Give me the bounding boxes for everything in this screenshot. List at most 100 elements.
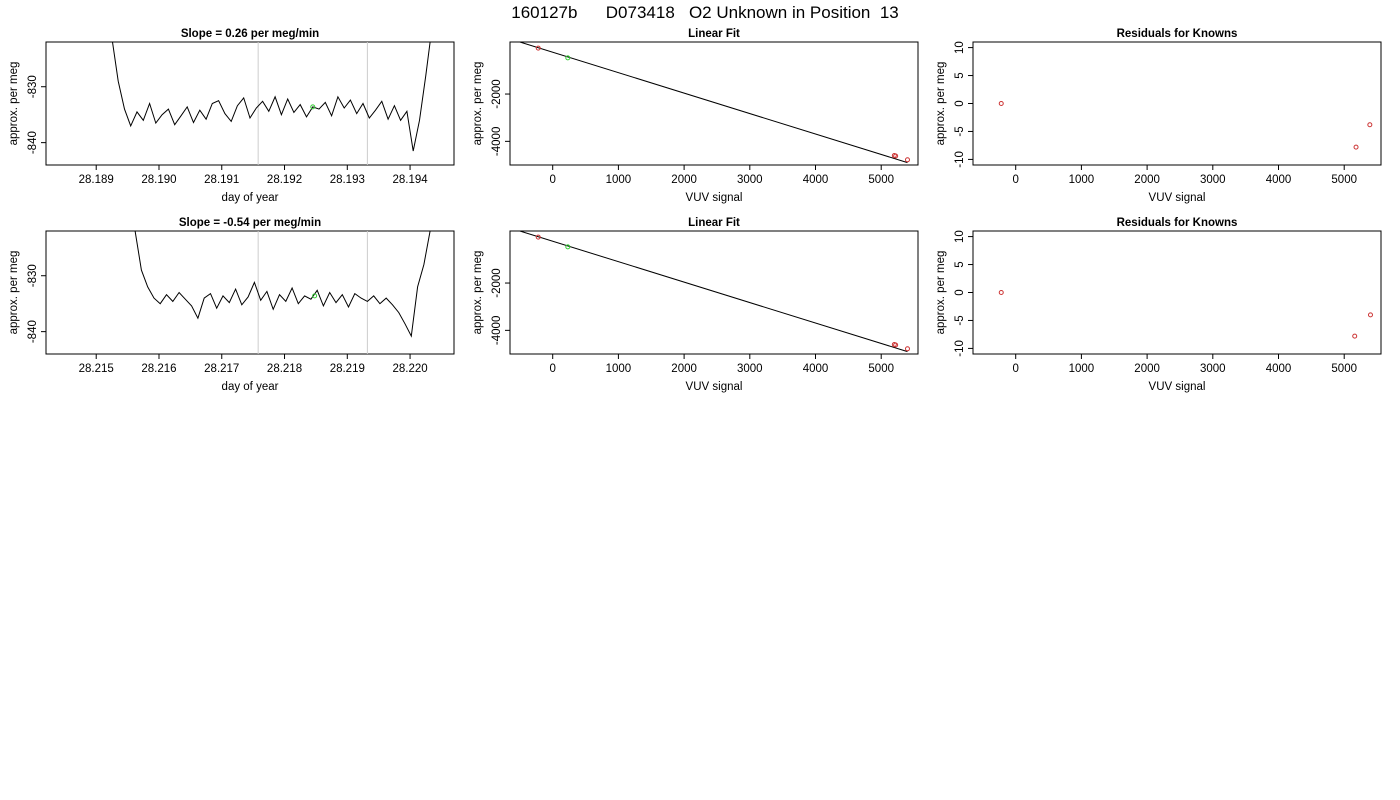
data-point <box>535 234 541 240</box>
y-tick-label: 0 <box>954 100 966 106</box>
y-tick-label: -5 <box>954 315 966 325</box>
y-tick-label: -840 <box>27 131 39 154</box>
panel-title: Slope = -0.54 per meg/min <box>179 217 321 229</box>
plot-frame <box>972 230 1382 355</box>
y-tick-label: 5 <box>954 72 966 78</box>
plot-frame <box>509 230 919 355</box>
plot-area <box>112 42 431 165</box>
row2-timeseries-panel: Slope = -0.54 per meg/min 28.215 28.216 28.… <box>8 217 455 393</box>
y-tick-label: -2000 <box>491 268 503 297</box>
x-tick-label: 1000 <box>1069 363 1095 375</box>
fit-line <box>519 231 908 353</box>
x-axis-label: day of year <box>222 381 279 393</box>
mean-point <box>312 293 318 299</box>
plot-frame <box>509 41 919 166</box>
plot-frame <box>972 41 1382 166</box>
x-axis-label: VUV signal <box>686 381 743 393</box>
mean-point <box>310 104 316 110</box>
panel-title: Residuals for Knowns <box>1117 217 1238 229</box>
plot-area <box>998 101 1373 150</box>
x-tick-label: 5000 <box>1331 363 1357 375</box>
data-point <box>893 153 899 159</box>
y-tick-label: -5 <box>954 126 966 136</box>
x-tick-label: 28.191 <box>204 174 239 186</box>
plot-frame <box>45 41 455 166</box>
data-point <box>904 157 910 163</box>
y-tick-label: -10 <box>954 340 966 357</box>
y-tick-label: -4000 <box>491 316 503 345</box>
y-tick-label: -4000 <box>491 127 503 156</box>
plot-area <box>134 231 431 354</box>
panel-title: Linear Fit <box>688 28 740 40</box>
y-tick-label: 10 <box>954 230 966 243</box>
data-point <box>893 342 899 348</box>
x-tick-label: 0 <box>1013 174 1019 186</box>
y-axis-label: approx. per meg <box>472 251 484 335</box>
y-axis-label: approx. per meg <box>8 62 20 146</box>
row1-residuals-panel: Residuals for Knowns 0 1000 2000 3000 4000 500… <box>935 28 1382 204</box>
x-tick-label: 4000 <box>803 363 829 375</box>
x-tick-label: 4000 <box>1266 174 1292 186</box>
data-point <box>565 55 571 61</box>
data-point <box>535 45 541 51</box>
y-tick-label: -840 <box>27 320 39 343</box>
y-tick-label: 0 <box>954 289 966 295</box>
data-point <box>998 290 1004 295</box>
y-tick-label: -10 <box>954 151 966 168</box>
x-tick-label: 1000 <box>606 174 632 186</box>
x-tick-label: 2000 <box>1134 363 1160 375</box>
x-axis-label: VUV signal <box>1149 381 1206 393</box>
x-tick-label: 0 <box>550 174 556 186</box>
x-tick-label: 0 <box>550 363 556 375</box>
x-axis-label: VUV signal <box>1149 192 1206 204</box>
x-tick-label: 5000 <box>868 174 894 186</box>
x-tick-label: 3000 <box>737 363 763 375</box>
x-tick-label: 4000 <box>803 174 829 186</box>
panel-title: Linear Fit <box>688 217 740 229</box>
x-tick-label: 4000 <box>1266 363 1292 375</box>
data-point <box>1367 122 1373 128</box>
y-tick-label: -830 <box>27 75 39 98</box>
row1-timeseries-panel: Slope = 0.26 per meg/min 28.189 28.190 28.1… <box>8 28 455 204</box>
x-tick-label: 3000 <box>1200 174 1226 186</box>
x-tick-label: 28.216 <box>141 363 176 375</box>
plot-area <box>519 42 910 164</box>
row1-linearfit-panel: Linear Fit 0 1000 2000 3000 4000 5000 -2000 -400… <box>472 28 919 204</box>
x-tick-label: 3000 <box>1200 363 1226 375</box>
x-axis-label: day of year <box>222 192 279 204</box>
y-axis-label: approx. per meg <box>935 251 947 335</box>
x-tick-label: 28.194 <box>392 174 428 186</box>
plot-frame <box>45 230 455 355</box>
x-tick-label: 28.190 <box>141 174 176 186</box>
y-tick-label: 5 <box>954 261 966 267</box>
y-tick-label: 10 <box>954 41 966 54</box>
series-line <box>134 231 431 338</box>
x-tick-label: 28.217 <box>204 363 239 375</box>
x-tick-label: 28.189 <box>79 174 114 186</box>
y-tick-label: -2000 <box>491 79 503 108</box>
panel-title: Slope = 0.26 per meg/min <box>181 28 319 40</box>
x-tick-label: 28.193 <box>330 174 365 186</box>
data-point <box>904 346 910 352</box>
plot-area <box>998 290 1373 339</box>
row2-linearfit-panel: Linear Fit 0 1000 2000 3000 4000 5000 -2000 -400… <box>472 217 919 393</box>
y-tick-label: -830 <box>27 264 39 287</box>
x-tick-label: 0 <box>1013 363 1019 375</box>
x-tick-label: 2000 <box>671 363 697 375</box>
x-tick-label: 1000 <box>606 363 632 375</box>
x-tick-label: 28.220 <box>392 363 427 375</box>
y-axis-label: approx. per meg <box>935 62 947 146</box>
y-axis-label: approx. per meg <box>472 62 484 146</box>
panel-title: Residuals for Knowns <box>1117 28 1238 40</box>
y-axis-label: approx. per meg <box>8 251 20 335</box>
x-axis-label: VUV signal <box>686 192 743 204</box>
x-tick-label: 2000 <box>1134 174 1160 186</box>
x-tick-label: 2000 <box>671 174 697 186</box>
x-tick-label: 28.192 <box>267 174 302 186</box>
page-title: 160127b D073418 O2 Unknown in Position 1… <box>511 3 898 22</box>
data-point <box>1367 312 1373 318</box>
x-tick-label: 5000 <box>868 363 894 375</box>
plot-area <box>519 231 910 353</box>
row2-residuals-panel: Residuals for Knowns 0 1000 2000 3000 4000 500… <box>935 217 1382 393</box>
data-point <box>998 101 1004 106</box>
